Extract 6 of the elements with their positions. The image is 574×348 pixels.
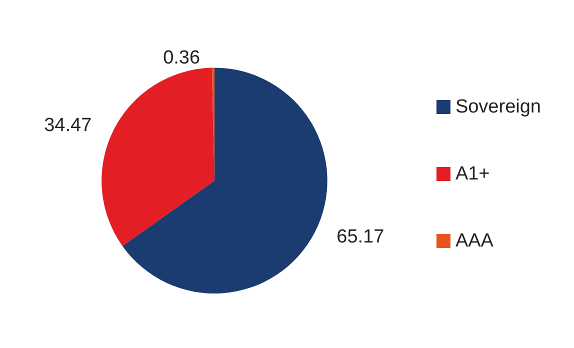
data-label: 0.36 xyxy=(163,47,200,68)
legend-label: A1+ xyxy=(455,164,490,184)
data-label: 34.47 xyxy=(44,115,92,136)
legend-label: AAA xyxy=(455,230,494,252)
legend-label: Sovereign xyxy=(455,96,542,118)
data-label: 65.17 xyxy=(336,226,384,248)
